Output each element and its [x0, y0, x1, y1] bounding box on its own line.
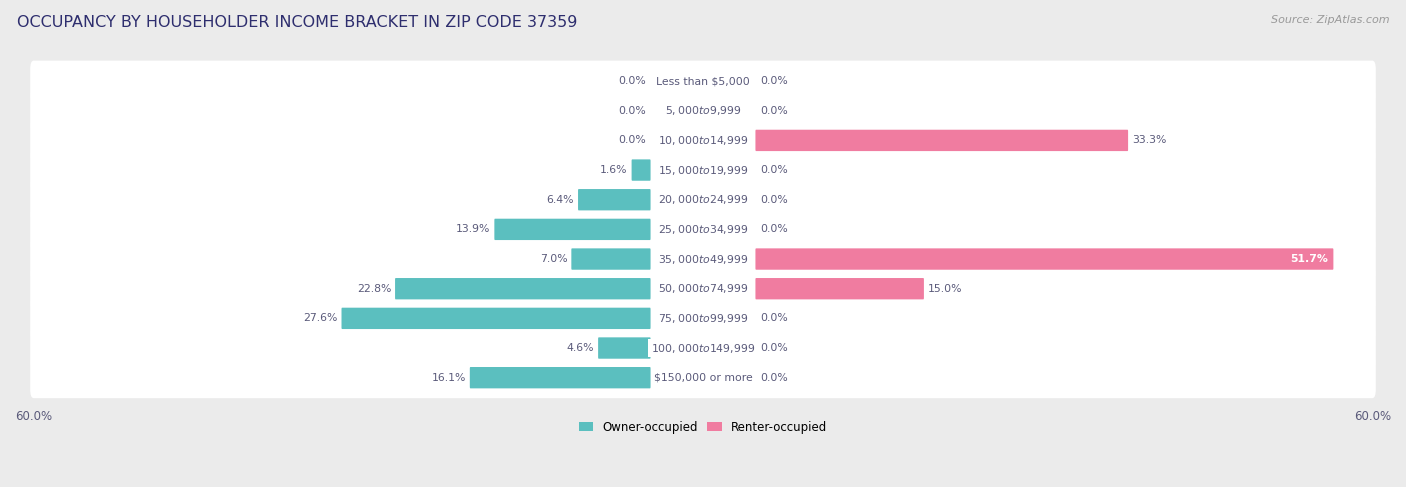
- Text: 15.0%: 15.0%: [928, 284, 962, 294]
- FancyBboxPatch shape: [598, 337, 651, 359]
- Text: $25,000 to $34,999: $25,000 to $34,999: [658, 223, 748, 236]
- Text: $75,000 to $99,999: $75,000 to $99,999: [658, 312, 748, 325]
- Text: 0.0%: 0.0%: [617, 76, 645, 86]
- FancyBboxPatch shape: [395, 278, 651, 300]
- FancyBboxPatch shape: [470, 367, 651, 388]
- FancyBboxPatch shape: [30, 357, 1376, 398]
- Text: OCCUPANCY BY HOUSEHOLDER INCOME BRACKET IN ZIP CODE 37359: OCCUPANCY BY HOUSEHOLDER INCOME BRACKET …: [17, 15, 578, 30]
- FancyBboxPatch shape: [755, 130, 1128, 151]
- Legend: Owner-occupied, Renter-occupied: Owner-occupied, Renter-occupied: [574, 416, 832, 438]
- Text: 16.1%: 16.1%: [432, 373, 465, 383]
- Text: 0.0%: 0.0%: [761, 76, 789, 86]
- FancyBboxPatch shape: [30, 268, 1376, 309]
- Text: $5,000 to $9,999: $5,000 to $9,999: [665, 104, 741, 117]
- FancyBboxPatch shape: [30, 239, 1376, 280]
- FancyBboxPatch shape: [30, 298, 1376, 339]
- Text: $100,000 to $149,999: $100,000 to $149,999: [651, 341, 755, 355]
- FancyBboxPatch shape: [30, 150, 1376, 190]
- Text: $35,000 to $49,999: $35,000 to $49,999: [658, 253, 748, 265]
- FancyBboxPatch shape: [495, 219, 651, 240]
- FancyBboxPatch shape: [30, 179, 1376, 220]
- Text: 0.0%: 0.0%: [761, 373, 789, 383]
- FancyBboxPatch shape: [30, 209, 1376, 250]
- Text: 4.6%: 4.6%: [567, 343, 595, 353]
- Text: $10,000 to $14,999: $10,000 to $14,999: [658, 134, 748, 147]
- Text: 0.0%: 0.0%: [761, 106, 789, 116]
- FancyBboxPatch shape: [30, 120, 1376, 161]
- FancyBboxPatch shape: [755, 278, 924, 300]
- FancyBboxPatch shape: [342, 308, 651, 329]
- Text: 0.0%: 0.0%: [761, 195, 789, 205]
- Text: 0.0%: 0.0%: [761, 165, 789, 175]
- Text: 0.0%: 0.0%: [761, 313, 789, 323]
- FancyBboxPatch shape: [30, 90, 1376, 131]
- Text: 6.4%: 6.4%: [547, 195, 574, 205]
- FancyBboxPatch shape: [631, 159, 651, 181]
- Text: $15,000 to $19,999: $15,000 to $19,999: [658, 164, 748, 177]
- FancyBboxPatch shape: [571, 248, 651, 270]
- Text: 0.0%: 0.0%: [761, 343, 789, 353]
- Text: Less than $5,000: Less than $5,000: [657, 76, 749, 86]
- Text: 7.0%: 7.0%: [540, 254, 568, 264]
- Text: 33.3%: 33.3%: [1132, 135, 1167, 146]
- Text: 1.6%: 1.6%: [600, 165, 627, 175]
- FancyBboxPatch shape: [578, 189, 651, 210]
- Text: 0.0%: 0.0%: [617, 135, 645, 146]
- Text: $150,000 or more: $150,000 or more: [654, 373, 752, 383]
- FancyBboxPatch shape: [30, 328, 1376, 369]
- Text: 13.9%: 13.9%: [456, 225, 491, 234]
- Text: $50,000 to $74,999: $50,000 to $74,999: [658, 282, 748, 295]
- Text: 27.6%: 27.6%: [304, 313, 337, 323]
- Text: 0.0%: 0.0%: [761, 225, 789, 234]
- Text: 51.7%: 51.7%: [1291, 254, 1329, 264]
- Text: 0.0%: 0.0%: [617, 106, 645, 116]
- Text: 22.8%: 22.8%: [357, 284, 391, 294]
- FancyBboxPatch shape: [30, 60, 1376, 102]
- Text: Source: ZipAtlas.com: Source: ZipAtlas.com: [1271, 15, 1389, 25]
- FancyBboxPatch shape: [755, 248, 1333, 270]
- Text: $20,000 to $24,999: $20,000 to $24,999: [658, 193, 748, 206]
